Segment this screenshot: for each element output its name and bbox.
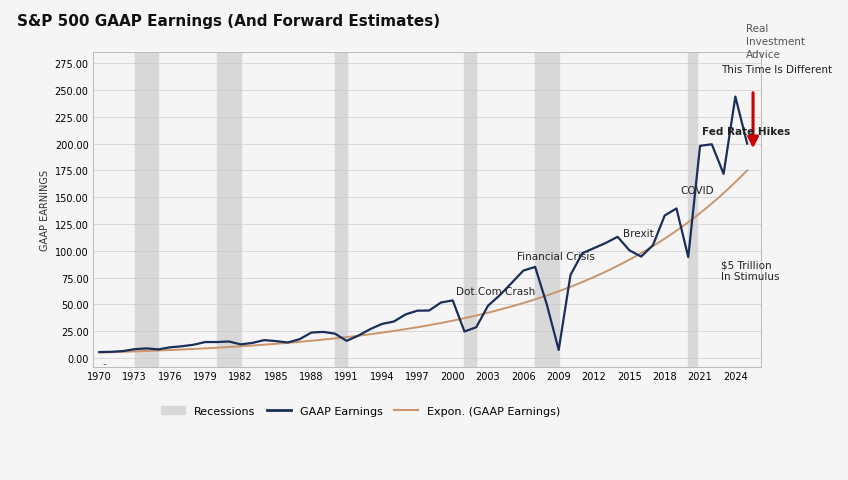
Expon. (GAAP Earnings) xyxy=(402,326,412,332)
Bar xyxy=(689,53,697,367)
Text: Financial Crisis: Financial Crisis xyxy=(517,252,595,262)
GAAP Earnings xyxy=(330,331,340,337)
Text: S&P 500 GAAP Earnings (And Forward Estimates): S&P 500 GAAP Earnings (And Forward Estim… xyxy=(17,14,440,29)
Text: $5 Trillion
In Stimulus: $5 Trillion In Stimulus xyxy=(722,260,780,281)
Bar xyxy=(217,53,241,367)
GAAP Earnings xyxy=(742,142,752,147)
Bar xyxy=(335,53,347,367)
GAAP Earnings xyxy=(518,268,528,274)
Expon. (GAAP Earnings) xyxy=(742,168,752,174)
GAAP Earnings xyxy=(730,95,740,100)
Line: GAAP Earnings: GAAP Earnings xyxy=(99,97,747,352)
Text: Fed Rate Hikes: Fed Rate Hikes xyxy=(702,127,790,137)
Expon. (GAAP Earnings) xyxy=(625,257,635,263)
Bar xyxy=(535,53,559,367)
Legend: Recessions, GAAP Earnings, Expon. (GAAP Earnings): Recessions, GAAP Earnings, Expon. (GAAP … xyxy=(156,402,565,421)
Expon. (GAAP Earnings) xyxy=(94,350,104,356)
GAAP Earnings xyxy=(94,349,104,355)
Text: COVID: COVID xyxy=(680,186,714,196)
Line: Expon. (GAAP Earnings): Expon. (GAAP Earnings) xyxy=(99,171,747,353)
Text: -: - xyxy=(97,359,107,369)
Expon. (GAAP Earnings) xyxy=(445,319,455,324)
Bar xyxy=(465,53,477,367)
Bar xyxy=(135,53,159,367)
Text: This Time Is Different: This Time Is Different xyxy=(722,65,833,75)
Expon. (GAAP Earnings) xyxy=(727,183,737,189)
GAAP Earnings xyxy=(589,246,600,252)
GAAP Earnings xyxy=(106,349,116,355)
GAAP Earnings xyxy=(494,293,505,299)
Expon. (GAAP Earnings) xyxy=(406,326,416,332)
Expon. (GAAP Earnings) xyxy=(480,311,490,317)
GAAP Earnings xyxy=(460,329,470,335)
Text: Brexit: Brexit xyxy=(623,228,654,239)
Y-axis label: GAAP EARNINGS: GAAP EARNINGS xyxy=(41,169,50,251)
Text: Dot.Com Crash: Dot.Com Crash xyxy=(456,286,535,296)
Text: Real
Investment
Advice: Real Investment Advice xyxy=(746,24,806,60)
